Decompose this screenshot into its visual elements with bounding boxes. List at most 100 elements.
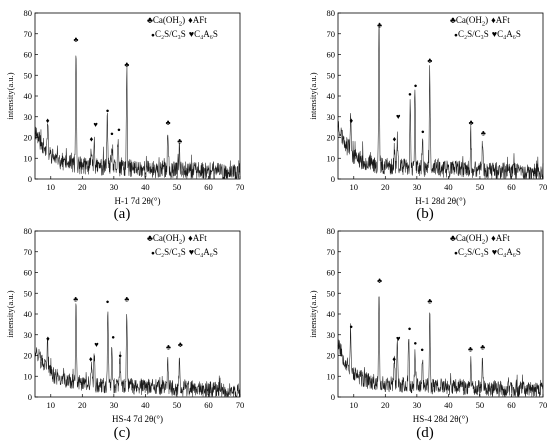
legend-label-ch: Ca(OH [456, 15, 482, 25]
phase-marker: ● [117, 127, 121, 133]
y-tick-label: 30 [24, 330, 33, 340]
x-tick-label: 10 [47, 182, 56, 192]
phase-marker: ♥ [94, 340, 99, 349]
legend-label-cs: C₂S/C₃S [458, 29, 489, 39]
y-axis-label: intensity(a.u.) [5, 290, 15, 337]
y-tick-label: 10 [327, 153, 336, 163]
phase-marker: ♣ [377, 21, 382, 30]
y-tick-label: 40 [24, 91, 33, 101]
legend-symbol-cs: ● [454, 32, 458, 39]
phase-marker: ♣ [166, 342, 171, 351]
legend-label-cs: C₂S/C₃S [155, 247, 186, 257]
phase-marker: ● [106, 300, 110, 306]
y-tick-label: 30 [24, 112, 33, 122]
legend-line-1: ♣Ca(OH2) ♦AFt [450, 15, 510, 28]
x-tick-label: 60 [204, 400, 213, 410]
panel-label: (c) [114, 425, 131, 441]
legend-label-aft: AFt [193, 15, 208, 25]
legend-label-ch: Ca(OH [153, 233, 179, 243]
x-axis-label: HS-4 7d 2θ(°) [112, 414, 163, 424]
y-tick-label: 20 [327, 133, 336, 143]
phase-marker: ● [110, 131, 114, 137]
phase-marker: ● [111, 335, 115, 341]
phase-marker: ♣ [74, 35, 79, 44]
x-tick-label: 70 [236, 400, 245, 410]
phase-marker: ♣ [468, 344, 473, 353]
x-tick-label: 60 [507, 182, 516, 192]
legend-label-c4: C₄A₆S [497, 29, 521, 39]
x-tick-label: 50 [173, 400, 182, 410]
xrd-trace [34, 55, 241, 179]
y-tick-label: 40 [327, 91, 336, 101]
legend-symbol-aft: ♦ [491, 233, 496, 243]
legend-label-aft: AFt [496, 15, 511, 25]
x-tick-label: 20 [381, 400, 390, 410]
legend-line-1: ♣Ca(OH2) ♦AFt [147, 233, 207, 246]
phase-marker: ♦ [46, 334, 50, 343]
y-tick-label: 80 [24, 8, 33, 18]
phase-marker: ♣ [469, 118, 474, 127]
x-tick-label: 50 [476, 400, 485, 410]
phase-marker: ♦ [393, 135, 397, 144]
y-tick-label: 60 [327, 268, 336, 278]
legend-symbol-cs: ● [454, 250, 458, 257]
x-axis-label: H-1 7d 2θ(°) [115, 196, 161, 206]
y-tick-label: 20 [24, 133, 33, 143]
y-tick-label: 50 [327, 70, 336, 80]
y-tick-label: 0 [331, 392, 335, 402]
phase-marker: ♣ [427, 297, 432, 306]
phase-marker: ♣ [377, 276, 382, 285]
legend-label-c4: C₄A₆S [497, 247, 521, 257]
phase-marker: ● [408, 92, 412, 98]
legend-symbol-ch: ♣ [450, 15, 456, 25]
phase-marker: ♦ [392, 355, 396, 364]
phase-marker: ♣ [73, 295, 78, 304]
legend-line-2: ●C₂S/C₃S ♥C₄A₆S [151, 29, 218, 39]
panel-label: (a) [114, 206, 131, 222]
x-tick-label: 20 [78, 400, 87, 410]
x-tick-label: 40 [141, 182, 150, 192]
x-tick-label: 30 [110, 400, 119, 410]
y-tick-label: 10 [327, 371, 336, 381]
phase-marker: ● [118, 354, 122, 360]
x-tick-label: 70 [236, 182, 245, 192]
y-tick-label: 20 [327, 351, 336, 361]
y-tick-label: 70 [24, 29, 33, 39]
y-tick-label: 30 [327, 112, 336, 122]
y-axis-label: intensity(a.u.) [5, 72, 15, 119]
y-tick-label: 70 [327, 29, 336, 39]
legend-label-aft: AFt [193, 233, 208, 243]
phase-marker: ♦ [46, 116, 50, 125]
xrd-trace [337, 22, 544, 179]
legend-symbol-cs: ● [151, 250, 155, 257]
legend-line-1: ♣Ca(OH2) ♦AFt [450, 233, 510, 246]
legend-label-c4: C₄A₆S [194, 247, 218, 257]
phase-marker: ♣ [124, 295, 129, 304]
phase-marker: ♣ [481, 128, 486, 137]
phase-marker: ♦ [349, 116, 353, 125]
phase-marker: ♥ [93, 120, 98, 129]
legend-line-1: ♣Ca(OH2) ♦AFt [147, 15, 207, 28]
phase-marker: ♣ [427, 56, 432, 65]
legend-label-aft: AFt [496, 233, 511, 243]
y-tick-label: 30 [327, 330, 336, 340]
phase-marker: ● [421, 129, 425, 135]
legend-symbol-aft: ♦ [188, 233, 193, 243]
phase-marker: ♦ [90, 135, 94, 144]
x-tick-label: 20 [78, 182, 87, 192]
phase-marker: ♥ [396, 334, 401, 343]
y-tick-label: 0 [28, 174, 32, 184]
x-tick-label: 60 [204, 182, 213, 192]
x-tick-label: 40 [141, 400, 150, 410]
y-tick-label: 60 [24, 268, 33, 278]
legend-label-ch: Ca(OH [153, 15, 179, 25]
chart-panel-4: 0 10 20 30 40 50 60 70 80 10 20 30 40 50 60 70 intensity… [308, 226, 547, 424]
phase-marker: ♣ [177, 137, 182, 146]
phase-marker: ♣ [178, 340, 183, 349]
y-axis-label: intensity(a.u.) [308, 72, 318, 119]
phase-marker: ♥ [396, 112, 401, 121]
y-tick-label: 80 [327, 8, 336, 18]
legend-symbol-c4: ♥ [189, 247, 194, 257]
phase-marker: ♣ [124, 60, 129, 69]
